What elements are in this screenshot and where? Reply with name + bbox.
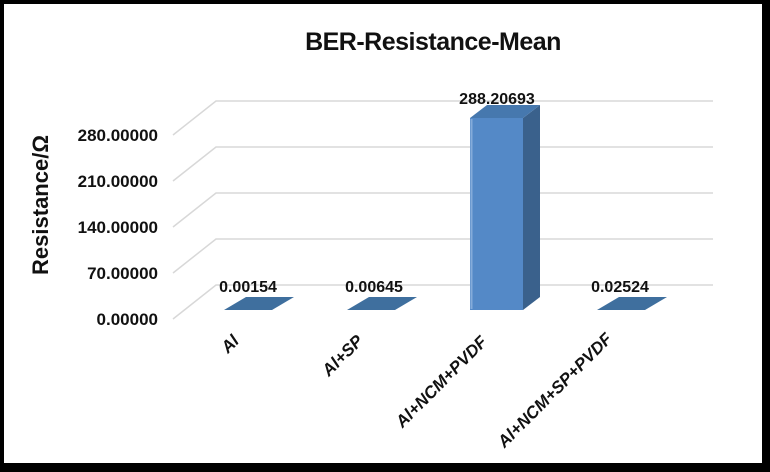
- y-tick-label-210: 210.00000: [78, 172, 158, 191]
- bar-al: [224, 297, 294, 310]
- bar-side-face: [523, 105, 540, 310]
- value-label-al: 0.00154: [219, 279, 277, 296]
- bar-al-sp: [347, 297, 417, 310]
- y-tick-label-0: 0.00000: [97, 310, 158, 329]
- gridlines: [172, 100, 713, 320]
- y-tick-label-280: 280.00000: [78, 126, 158, 145]
- bar-front-face: [470, 118, 523, 310]
- frame-left: [0, 0, 4, 472]
- y-axis-ticks: 0.00000 70.00000 140.00000 210.00000 280…: [78, 126, 158, 329]
- frame-right: [762, 0, 770, 472]
- data-labels: 0.00154 0.00645 288.20693 0.02524: [219, 91, 649, 296]
- frame-bottom: [0, 463, 770, 472]
- y-tick-label-70: 70.00000: [87, 264, 158, 283]
- y-tick-label-140: 140.00000: [78, 218, 158, 237]
- chart-title: BER-Resistance-Mean: [305, 28, 561, 56]
- value-label-al-sp: 0.00645: [345, 279, 403, 296]
- gridline-140: [172, 192, 713, 228]
- frame-top: [0, 0, 770, 4]
- gridline-210: [172, 146, 713, 182]
- gridline-0: [172, 284, 713, 320]
- gridline-280: [172, 100, 713, 136]
- bar-top-face: [470, 105, 540, 118]
- value-label-al-ncm-sp-pvdf: 0.02524: [591, 279, 649, 296]
- bar-al-ncm-sp-pvdf: [597, 297, 667, 310]
- y-axis-title: Resistance/Ω: [28, 135, 53, 275]
- value-label-al-ncm-pvdf: 288.20693: [459, 91, 535, 108]
- gridline-70: [172, 238, 713, 274]
- bar-al-ncm-pvdf: [470, 105, 540, 310]
